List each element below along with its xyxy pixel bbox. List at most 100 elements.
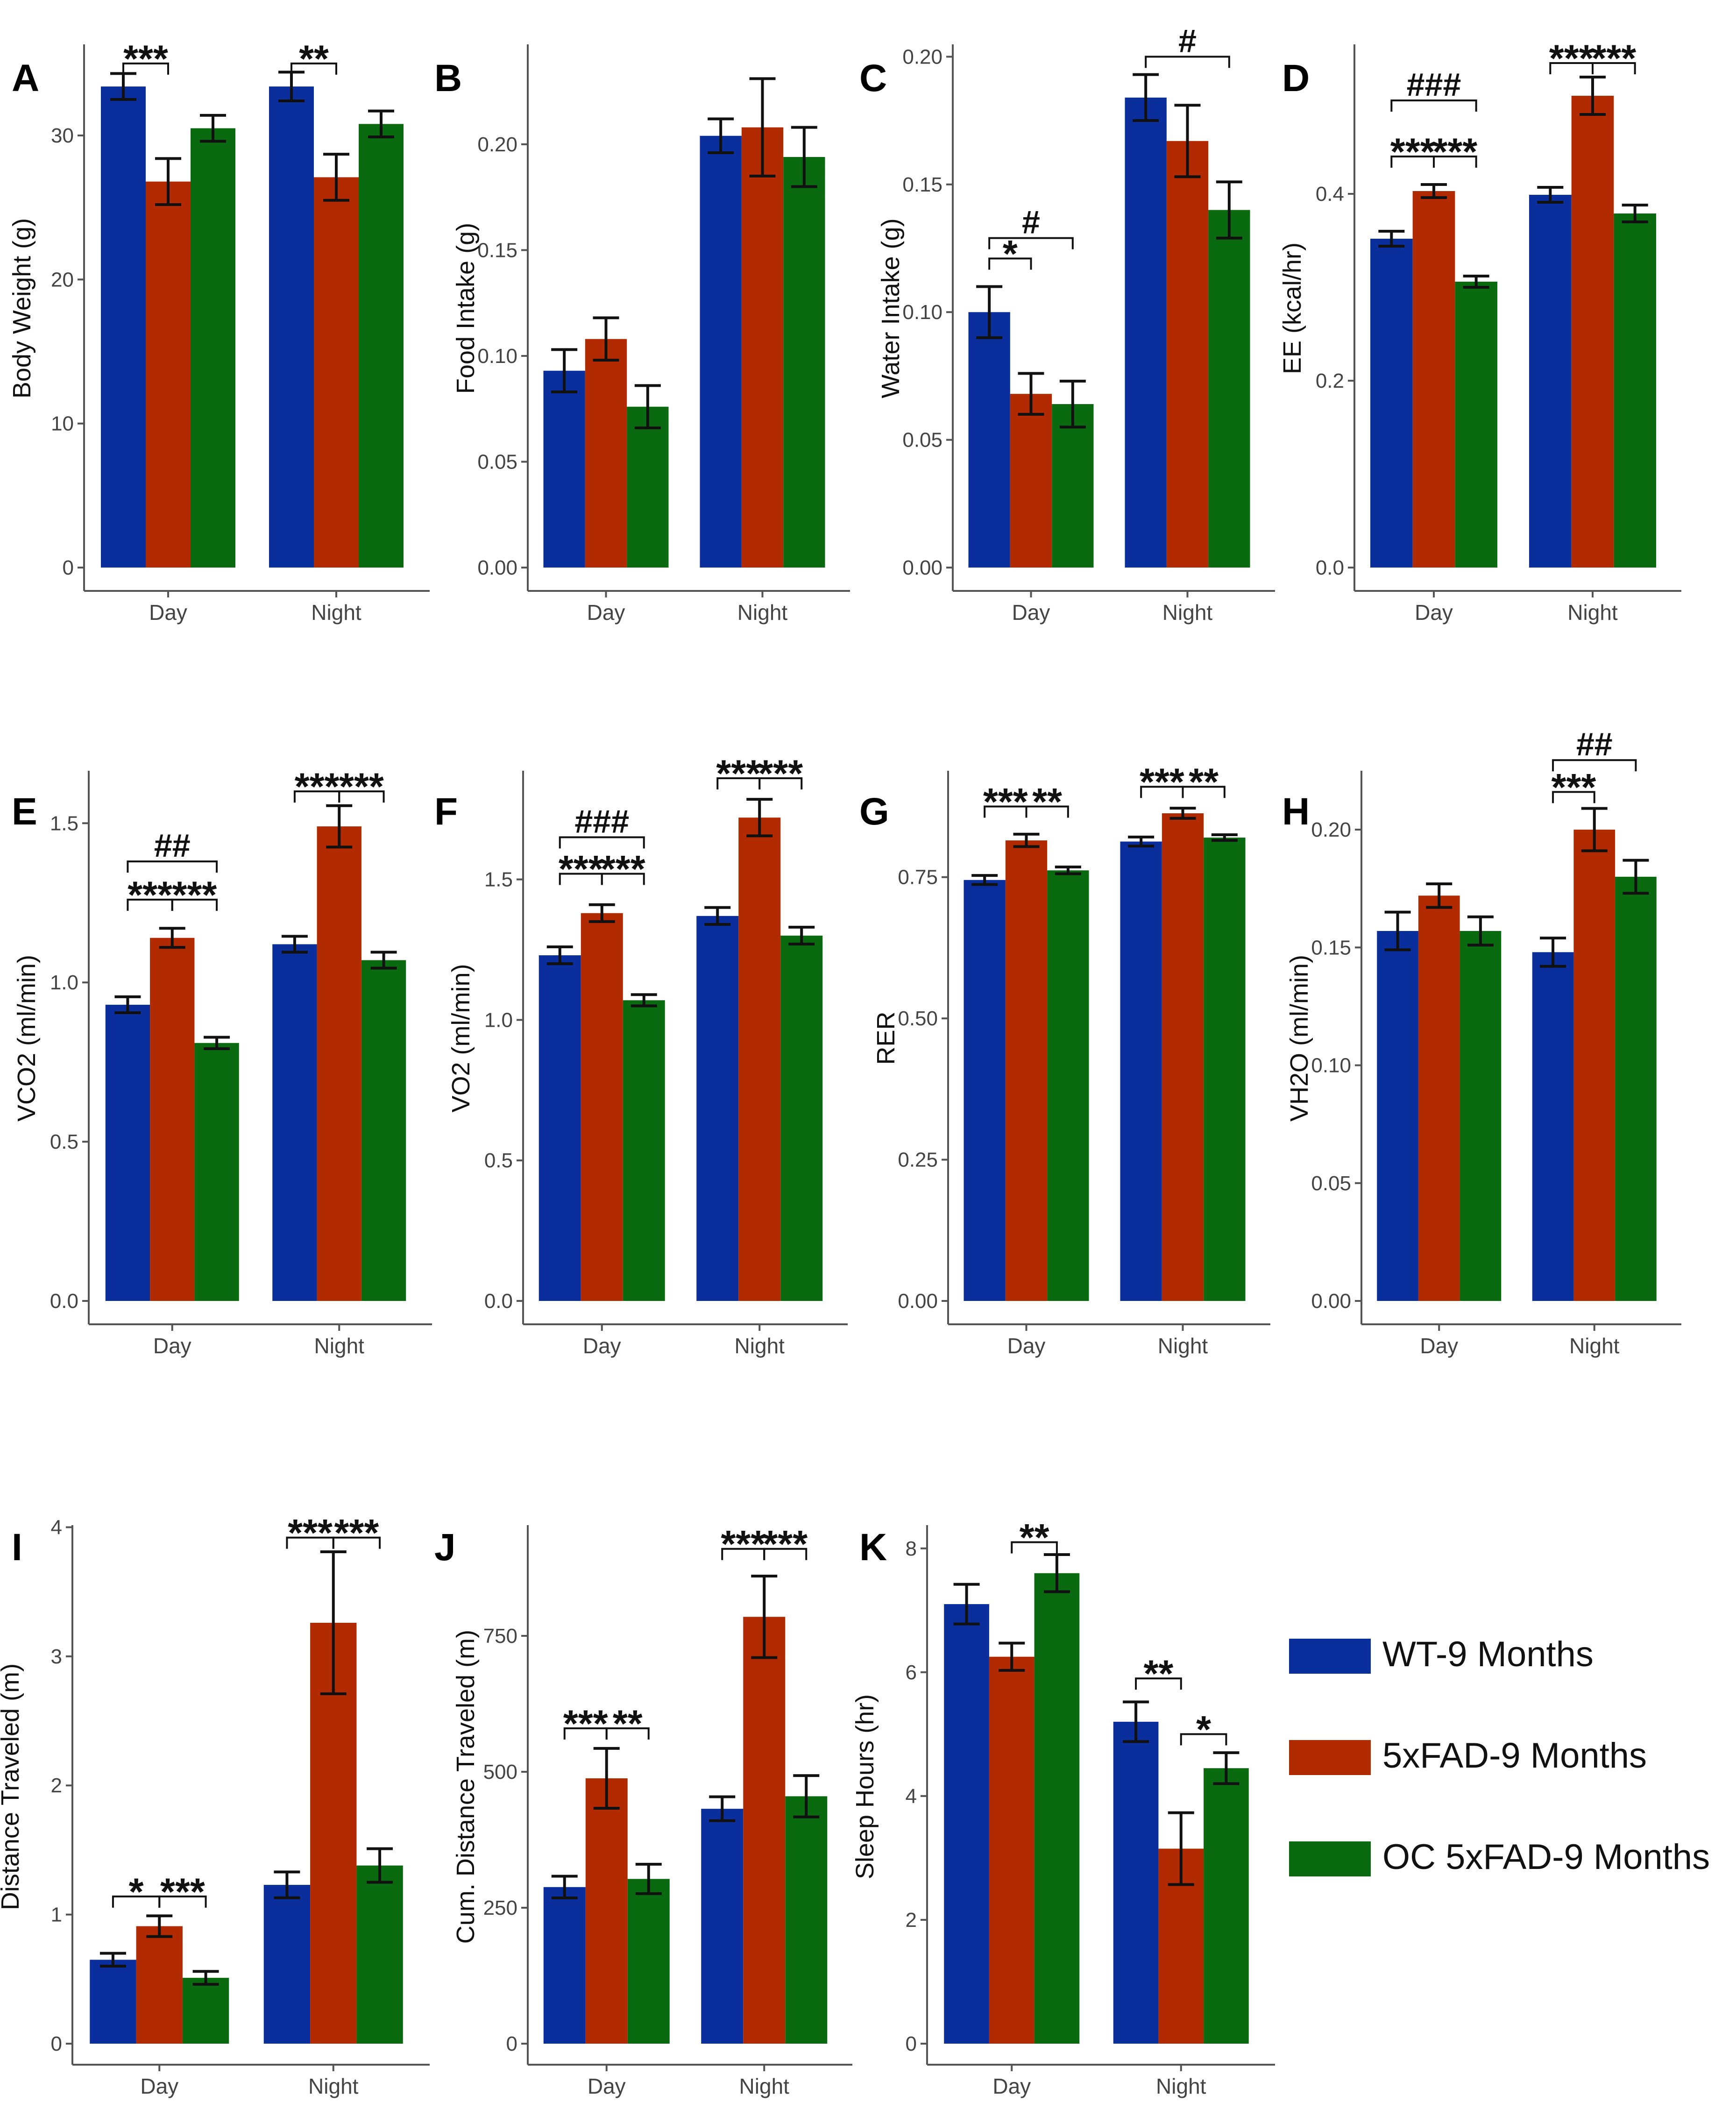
x-tick-label-a: Day xyxy=(149,600,187,625)
bar-a-5xfad-day xyxy=(146,181,191,568)
bar-f-oc-5xfad-day xyxy=(623,1000,665,1301)
significance-bracket-e xyxy=(171,898,218,911)
significance-label-k: ** xyxy=(1020,1517,1049,1559)
x-tick-label-c: Day xyxy=(1012,600,1050,625)
bar-h-oc-5xfad-day xyxy=(1460,931,1502,1301)
significance-bracket-k xyxy=(1180,1733,1227,1746)
y-tick-label-g: 0.00 xyxy=(898,1290,938,1313)
y-tick-label-i: 1 xyxy=(51,1904,62,1926)
significance-label-i: *** xyxy=(160,1871,205,1913)
bar-e-oc-5xfad-day xyxy=(194,1043,239,1301)
x-tick-label-g: Day xyxy=(1007,1334,1046,1358)
x-tick-label-k: Day xyxy=(992,2074,1031,2098)
significance-label-i: * xyxy=(129,1871,144,1913)
bar-d-oc-5xfad-night xyxy=(1614,213,1656,568)
legend-item-oc-5xfad: OC 5xFAD-9 Months xyxy=(1289,1837,1710,1877)
y-tick-label-c: 0.05 xyxy=(902,429,942,452)
significance-label-j: ** xyxy=(613,1703,643,1745)
x-tick-label-e: Night xyxy=(314,1334,365,1358)
y-tick-label-k: 6 xyxy=(906,1661,917,1684)
panel-d: D0.00.20.4EE (kcal/hr)Day Night******###*… xyxy=(1278,37,1681,625)
bar-a-5xfad-night xyxy=(314,177,359,568)
panel-b: B 0.00 0.05 0.10 0.15 0.20 Food Intake (g) Day N… xyxy=(434,44,850,625)
y-tick-label-d: 0.4 xyxy=(1316,183,1344,206)
bar-e-oc-5xfad-night xyxy=(361,960,406,1301)
bar-c-5xfad-night xyxy=(1166,141,1209,568)
significance-bracket-a xyxy=(291,62,337,75)
bar-j-oc-5xfad-night xyxy=(785,1796,828,2044)
significance-label-j: *** xyxy=(763,1523,808,1566)
legend-item-wt: WT-9 Months xyxy=(1289,1634,1594,1674)
y-tick-label-a: 20 xyxy=(51,268,74,291)
bar-h-5xfad-day xyxy=(1418,895,1460,1301)
y-tick-label-c: 0.20 xyxy=(902,45,942,68)
significance-label-d: ### xyxy=(1407,66,1461,103)
significance-label-j: *** xyxy=(563,1703,608,1745)
bar-b-oc-5xfad-night xyxy=(783,157,825,568)
significance-bracket-c xyxy=(988,237,1074,249)
significance-bracket-i xyxy=(158,1895,207,1908)
bar-f-5xfad-night xyxy=(738,817,781,1301)
x-tick-label-f: Night xyxy=(735,1334,785,1358)
y-tick-label-a: 10 xyxy=(51,412,74,435)
y-tick-label-c: 0.10 xyxy=(902,301,942,324)
y-tick-label-h: 0.20 xyxy=(1311,818,1351,841)
x-tick-label-g: Night xyxy=(1158,1334,1208,1358)
bar-e-wt-day xyxy=(105,1004,150,1301)
y-tick-label-i: 2 xyxy=(51,1774,62,1797)
panel-label-i: I xyxy=(12,1526,22,1569)
significance-label-d: *** xyxy=(1591,37,1636,80)
panel-c: C 0.00 0.05 0.10 0.15 0.20 Water Intake (g) Day… xyxy=(859,22,1275,625)
significance-bracket-c xyxy=(1145,56,1230,68)
significance-label-c: * xyxy=(1003,233,1018,275)
panel-label-c: C xyxy=(859,57,887,99)
significance-label-a: *** xyxy=(123,38,168,80)
bar-i-oc-5xfad-day xyxy=(182,1978,229,2044)
bar-b-5xfad-night xyxy=(741,127,784,568)
x-tick-label-d: Day xyxy=(1415,600,1453,625)
significance-label-f: *** xyxy=(716,753,761,795)
significance-bracket-k xyxy=(1011,1541,1058,1554)
significance-label-d: *** xyxy=(1432,131,1477,173)
significance-label-h: *** xyxy=(1552,766,1596,809)
y-tick-label-i: 4 xyxy=(51,1516,62,1539)
y-axis-label-a: Body Weight (g) xyxy=(8,218,36,398)
legend-swatch-5xfad xyxy=(1289,1740,1371,1775)
y-axis-label-k: Sleep Hours (hr) xyxy=(851,1694,879,1879)
significance-bracket-h xyxy=(1552,759,1637,772)
significance-bracket-g xyxy=(1025,805,1069,818)
bar-d-wt-day xyxy=(1370,239,1413,568)
bar-b-wt-night xyxy=(700,135,742,568)
bar-i-oc-5xfad-night xyxy=(356,1865,403,2044)
bar-g-wt-night xyxy=(1120,841,1162,1301)
y-tick-label-a: 0 xyxy=(63,556,74,579)
y-tick-label-e: 1.0 xyxy=(50,971,78,994)
y-tick-label-b: 0.10 xyxy=(477,345,517,368)
bar-g-5xfad-night xyxy=(1162,813,1204,1301)
y-axis-label-c: Water Intake (g) xyxy=(877,218,905,398)
bar-i-5xfad-day xyxy=(136,1926,183,2044)
significance-bracket-g xyxy=(1182,786,1226,798)
significance-bracket-i xyxy=(332,1536,381,1549)
bar-i-wt-night xyxy=(263,1885,311,2044)
significance-label-g: ** xyxy=(1189,761,1219,803)
bar-f-wt-night xyxy=(696,916,739,1301)
bar-e-5xfad-night xyxy=(317,826,361,1301)
y-tick-label-c: 0.00 xyxy=(902,556,942,579)
bar-c-wt-day xyxy=(968,312,1010,568)
y-tick-label-f: 1.0 xyxy=(484,1009,513,1031)
y-axis-label-d: EE (kcal/hr) xyxy=(1278,242,1306,374)
bar-f-5xfad-day xyxy=(581,913,623,1301)
significance-label-g: ** xyxy=(1032,781,1062,824)
bar-j-oc-5xfad-day xyxy=(627,1879,670,2044)
y-axis-label-j: Cum. Distance Traveled (m) xyxy=(452,1630,480,1944)
significance-label-j: *** xyxy=(721,1523,765,1566)
x-tick-label-b: Day xyxy=(587,600,625,625)
bar-j-wt-night xyxy=(701,1809,744,2044)
x-tick-label-h: Night xyxy=(1569,1334,1620,1358)
bar-e-5xfad-day xyxy=(150,938,195,1301)
significance-bracket-e xyxy=(127,860,218,873)
